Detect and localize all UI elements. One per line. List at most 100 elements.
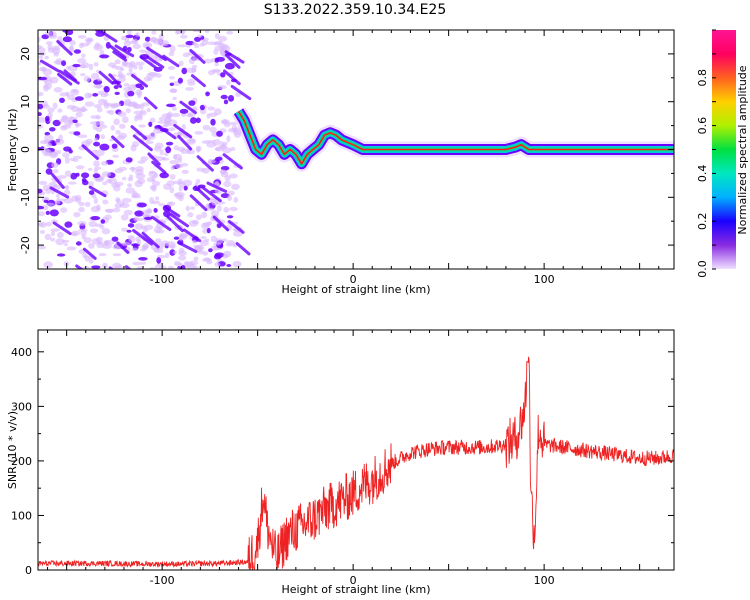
- snr-y-tick-label: 200: [11, 455, 32, 468]
- noise-speckle: [98, 253, 107, 257]
- noise-speckle: [215, 238, 224, 244]
- noise-speckle: [226, 264, 232, 267]
- noise-speckle: [155, 196, 160, 201]
- noise-speckle: [101, 171, 112, 177]
- noise-speckle: [111, 236, 119, 242]
- noise-speckle: [73, 131, 81, 136]
- noise-speckle: [226, 240, 235, 245]
- snr-plot: [38, 356, 674, 570]
- noise-speckle: [226, 215, 234, 219]
- noise-speckle: [47, 47, 55, 53]
- noise-speckle: [142, 41, 153, 49]
- noise-speckle: [80, 62, 90, 69]
- snr-series-line: [38, 356, 674, 570]
- noise-speckle: [99, 54, 110, 59]
- noise-speckle: [42, 100, 48, 108]
- noise-speckle: [61, 116, 69, 121]
- noise-speckle: [87, 167, 93, 171]
- noise-speckle: [137, 91, 142, 99]
- snr-x-tick-label: -100: [150, 574, 175, 587]
- noise-speckle: [67, 181, 77, 185]
- noise-speckle: [135, 83, 143, 89]
- noise-speckle: [78, 108, 89, 112]
- noise-speckle: [132, 43, 141, 50]
- noise-speckle: [178, 255, 187, 261]
- noise-speckle: [153, 172, 159, 178]
- noise-speckle: [88, 220, 98, 228]
- noise-speckle: [64, 157, 70, 164]
- noise-streak: [81, 144, 99, 160]
- noise-streak: [212, 215, 230, 232]
- noise-speckle: [75, 241, 82, 246]
- noise-speckle: [81, 178, 87, 183]
- noise-speckle: [134, 115, 139, 122]
- noise-speckle: [135, 61, 145, 66]
- noise-speckle: [189, 206, 196, 210]
- noise-speckle: [101, 262, 108, 269]
- noise-speckle: [180, 34, 188, 39]
- noise-streak: [146, 46, 167, 62]
- noise-streak: [177, 241, 198, 254]
- noise-speckle: [64, 221, 73, 228]
- noise-speckle: [43, 199, 49, 203]
- noise-speckle: [168, 51, 175, 57]
- noise-speckle: [90, 228, 99, 234]
- noise-streak: [111, 135, 125, 149]
- colorbar-tick-label: 0.4: [696, 165, 709, 183]
- noise-speckle: [38, 91, 44, 97]
- noise-speckle: [181, 123, 186, 131]
- noise-speckle: [151, 30, 157, 35]
- noise-speckle: [216, 205, 222, 212]
- noise-streak: [224, 53, 241, 69]
- noise-speckle: [99, 143, 110, 151]
- noise-speckle: [92, 173, 101, 179]
- noise-speckle: [140, 248, 147, 252]
- noise-streak: [50, 172, 65, 189]
- noise-speckle: [57, 231, 64, 239]
- noise-speckle: [66, 104, 76, 110]
- colorbar-tick-label: 0.6: [696, 117, 709, 135]
- noise-speckle: [148, 72, 159, 77]
- noise-speckle: [114, 91, 120, 95]
- noise-speckle: [53, 51, 59, 57]
- noise-speckle: [43, 79, 53, 85]
- noise-speckle: [208, 248, 213, 253]
- noise-streak: [131, 74, 148, 88]
- noise-speckle: [199, 104, 205, 111]
- noise-streak: [100, 30, 118, 43]
- noise-speckle: [226, 79, 231, 86]
- noise-speckle: [127, 223, 135, 228]
- noise-speckle: [38, 61, 42, 66]
- noise-speckle: [73, 211, 81, 218]
- noise-speckle: [169, 186, 175, 194]
- noise-streak: [98, 71, 115, 85]
- noise-speckle: [193, 256, 199, 262]
- noise-speckle: [105, 178, 113, 184]
- noise-speckle: [92, 149, 98, 153]
- noise-speckle: [206, 140, 216, 143]
- noise-speckle: [99, 124, 108, 129]
- noise-speckle: [220, 166, 230, 171]
- noise-speckle: [155, 229, 165, 234]
- noise-speckle: [46, 142, 52, 147]
- spectrogram-plot: [38, 30, 674, 269]
- noise-speckle: [43, 83, 53, 90]
- noise-speckle: [113, 102, 122, 107]
- noise-speckle: [123, 86, 132, 92]
- noise-speckle: [195, 146, 201, 153]
- noise-speckle: [122, 176, 127, 181]
- noise-speckle: [119, 123, 126, 129]
- noise-streak: [108, 73, 122, 88]
- noise-speckle: [170, 88, 178, 93]
- noise-speckle: [183, 185, 188, 191]
- noise-speckle: [127, 177, 133, 182]
- noise-speckle: [100, 219, 106, 224]
- noise-speckle: [173, 193, 179, 197]
- noise-speckle: [188, 220, 199, 227]
- noise-speckle: [38, 103, 44, 110]
- noise-speckle: [154, 264, 161, 269]
- noise-speckle: [169, 174, 176, 180]
- noise-speckle: [71, 232, 77, 237]
- noise-speckle: [217, 85, 227, 90]
- noise-speckle: [81, 53, 86, 59]
